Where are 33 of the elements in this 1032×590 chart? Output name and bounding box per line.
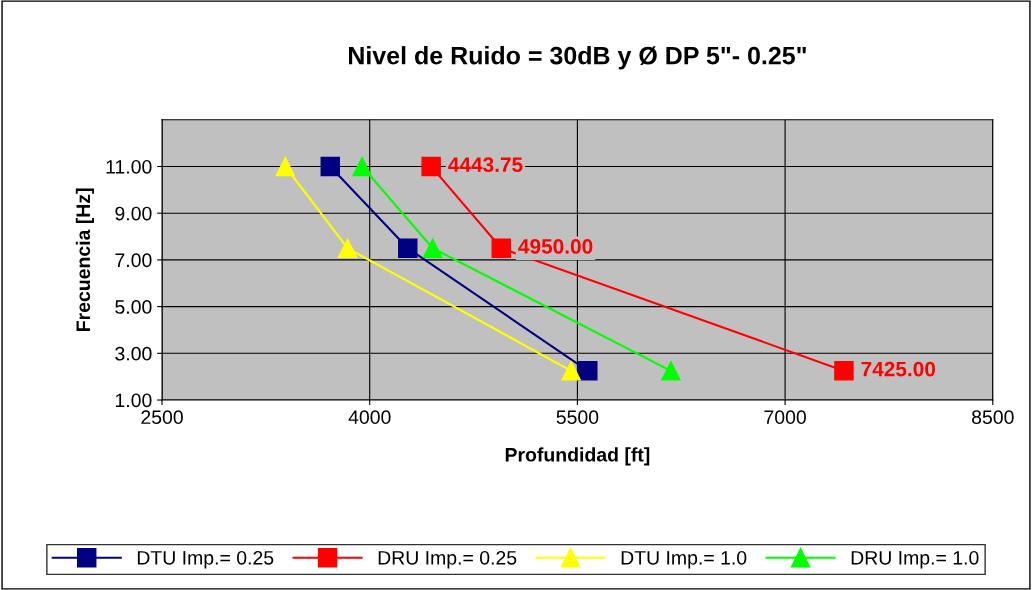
point [561,361,581,381]
legend-label: DRU Imp.= 1.0 [851,550,979,569]
x-tick-label: 8500 [972,410,1014,425]
y-tick-label: 3.00 [115,346,152,361]
x-tick-label: 7000 [764,410,806,425]
x-axis-title: Profundidad [ft] [505,447,650,466]
y-tick-label: 1.00 [115,393,152,408]
annotation: 7425.00 [861,361,936,377]
x-tick-label: 5500 [556,410,599,425]
point [320,156,340,177]
point [275,156,295,177]
annotation: 4443.75 [448,157,523,173]
x-tick-label: 2500 [141,410,183,425]
point [422,238,443,258]
legend-label: DTU Imp.= 0.25 [137,550,274,569]
point [352,156,372,177]
point [834,361,854,381]
y-axis-title: Frecuencia [Hz] [75,188,94,331]
legend-label: DRU Imp.= 0.25 [378,550,517,569]
point [337,238,358,258]
chart-title: Nivel de Ruido = 30dB y Ø DP 5"- 0.25" [348,46,806,70]
point [491,238,511,258]
y-tick-label: 5.00 [115,300,152,314]
legend-label: DTU Imp.= 1.0 [621,550,747,569]
point [578,361,598,381]
point [398,238,418,258]
y-tick-label: 11.00 [106,159,152,174]
x-tick-label: 4000 [348,410,391,425]
y-tick-label: 7.00 [115,253,152,268]
point [661,361,681,381]
point [421,156,441,177]
annotation: 4950.00 [518,239,593,254]
y-tick-label: 9.00 [115,206,152,221]
